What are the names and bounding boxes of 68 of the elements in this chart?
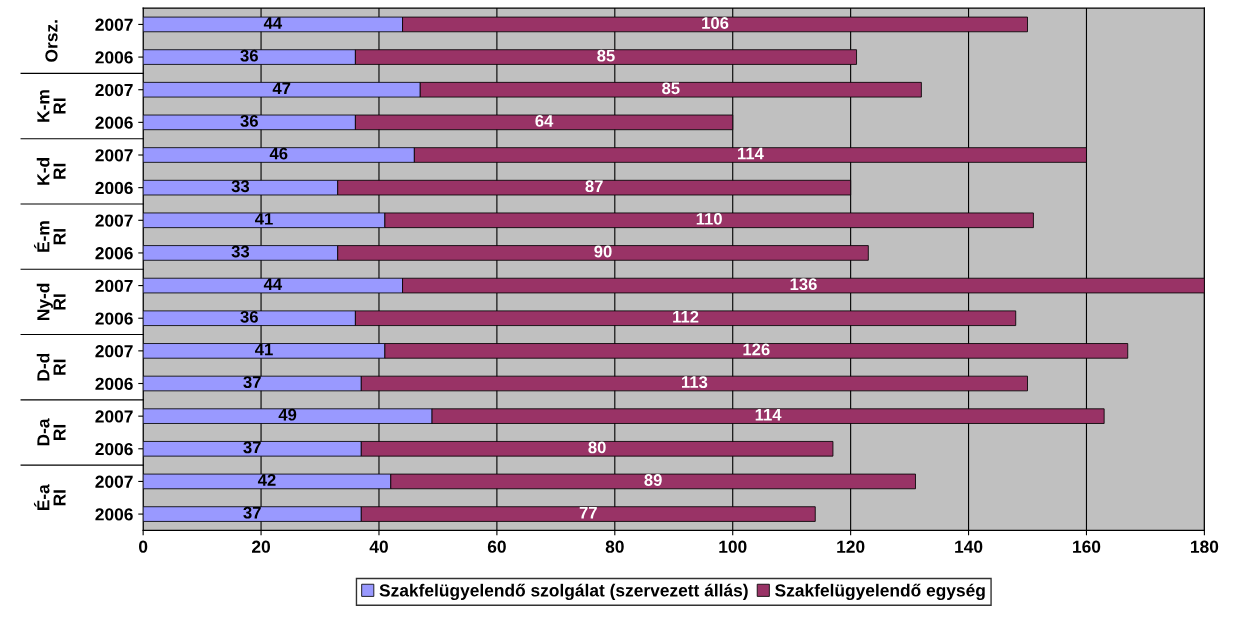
- legend-label: Szakfelügyelendő egység: [775, 583, 985, 601]
- y-tick-label: 2006: [95, 116, 133, 129]
- y-tick-label: 2007: [95, 279, 133, 293]
- data-label: 37: [243, 376, 261, 388]
- data-label: 49: [278, 408, 297, 421]
- data-label: 89: [644, 474, 662, 486]
- x-tick-label: 80: [605, 540, 624, 553]
- text: Orsz.: [45, 20, 58, 62]
- data-label: 36: [240, 310, 258, 323]
- data-label: 44: [263, 278, 283, 290]
- x-tick-label: 40: [369, 540, 388, 553]
- legend-label: Szakfelügyelendő szolgálat (szervezett állás): [379, 583, 748, 601]
- text: K-m RI: [37, 90, 66, 122]
- x-tick-label: 60: [487, 540, 506, 553]
- data-label: 113: [682, 376, 708, 388]
- data-label: 33: [231, 245, 250, 258]
- text: É-a RI: [33, 484, 66, 511]
- y-tick-label: 2006: [95, 247, 133, 260]
- data-label: 136: [790, 278, 817, 291]
- text: É-m RI: [33, 221, 66, 252]
- data-label: 37: [243, 506, 261, 519]
- data-label: 112: [673, 310, 699, 323]
- data-label: 36: [240, 115, 258, 127]
- text: D-a RI: [37, 418, 66, 446]
- data-label: 106: [702, 17, 729, 29]
- data-label: 110: [696, 212, 722, 225]
- x-tick-label: 140: [955, 540, 983, 553]
- y-tick-label: 2007: [95, 83, 133, 97]
- y-tick-label: 2006: [95, 508, 133, 521]
- data-label: 80: [588, 441, 606, 454]
- x-tick-label: 120: [837, 540, 865, 553]
- y-tick-label: 2007: [95, 18, 133, 31]
- y-tick-label: 2006: [95, 51, 133, 64]
- data-label: 87: [585, 180, 603, 193]
- text: K-d RI: [36, 158, 66, 185]
- y-tick-label: 2006: [95, 312, 133, 325]
- data-label: 37: [243, 441, 261, 454]
- x-tick-label: 0: [139, 540, 148, 553]
- x-tick-label: 180: [1191, 540, 1219, 553]
- text: D-d RI: [36, 353, 66, 381]
- data-label: 90: [594, 245, 612, 258]
- data-label: 114: [738, 147, 764, 160]
- data-label: 77: [579, 506, 597, 519]
- text: Ny-d RI: [36, 283, 66, 321]
- data-label: 42: [257, 474, 276, 486]
- data-label: 46: [269, 147, 288, 160]
- data-label: 41: [254, 343, 273, 356]
- data-label: 85: [597, 49, 615, 62]
- y-tick-label: 2007: [95, 214, 133, 227]
- data-label: 114: [755, 408, 782, 421]
- y-tick-label: 2006: [95, 181, 133, 195]
- y-tick-label: 2007: [95, 149, 133, 162]
- data-label: 44: [263, 17, 283, 29]
- x-tick-label: 160: [1073, 540, 1101, 553]
- y-tick-label: 2007: [95, 475, 133, 488]
- x-tick-label: 20: [252, 540, 270, 553]
- data-label: 33: [231, 180, 250, 193]
- y-tick-label: 2006: [95, 377, 133, 390]
- data-label: 64: [535, 115, 554, 127]
- data-label: 47: [272, 82, 291, 95]
- data-label: 85: [662, 82, 680, 95]
- x-tick-label: 100: [719, 540, 747, 553]
- y-tick-label: 2007: [95, 345, 133, 358]
- y-tick-label: 2006: [95, 442, 133, 456]
- data-label: 41: [254, 213, 273, 225]
- data-label: 126: [743, 343, 770, 356]
- data-label: 36: [240, 49, 258, 62]
- y-tick-label: 2007: [95, 410, 133, 423]
